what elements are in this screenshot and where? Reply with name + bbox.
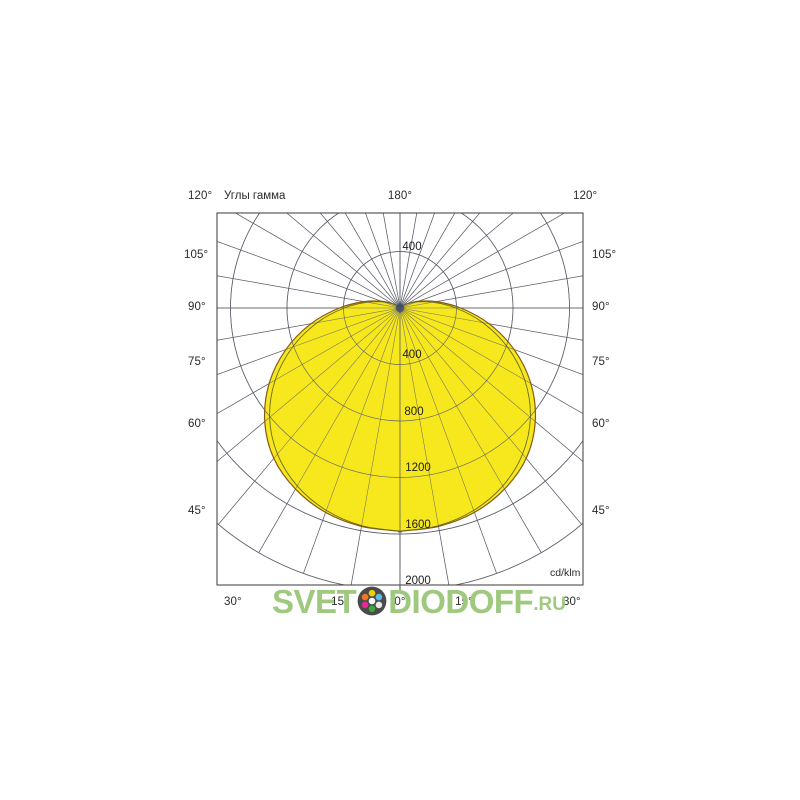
ring-label-400-top: 400 [402, 241, 422, 253]
ring-label-2000: 2000 [405, 575, 431, 587]
gamma-label-right-105: 105° [592, 249, 617, 261]
gamma-label-top-right: 120° [573, 190, 598, 202]
gamma-label-left-105: 105° [184, 249, 209, 261]
unit-label: cd/klm [550, 567, 581, 579]
gamma-label-left-75: 75° [188, 356, 206, 368]
gamma-label-right-60: 60° [592, 418, 610, 430]
pole-marker [395, 303, 405, 313]
gamma-label-top-center: 180° [387, 190, 413, 202]
ring-label-1600: 1600 [405, 519, 431, 531]
ring-label-800: 800 [404, 406, 424, 418]
gamma-label-bottom-0: 0° [394, 596, 406, 608]
chart-title: Углы гамма [224, 190, 286, 202]
gamma-label-top-left: 120° [188, 190, 213, 202]
ring-label-1200: 1200 [405, 462, 431, 474]
gamma-label-bottom-left-30: 30° [224, 596, 242, 608]
gamma-label-right-90: 90° [592, 301, 610, 313]
gamma-label-left-90: 90° [188, 301, 206, 313]
gamma-label-bottom-15-right: 15° [455, 596, 473, 608]
gamma-label-bottom-15-left: 15° [331, 596, 349, 608]
gamma-label-bottom-right-30: 30° [563, 596, 581, 608]
ring-label-400: 400 [402, 349, 422, 361]
gamma-label-left-45: 45° [188, 505, 206, 517]
gamma-label-right-75: 75° [592, 356, 610, 368]
gamma-label-left-60: 60° [188, 418, 206, 430]
chart-grid [217, 213, 583, 585]
gamma-label-right-45: 45° [592, 505, 610, 517]
angular-spokes-overlay [217, 213, 583, 585]
